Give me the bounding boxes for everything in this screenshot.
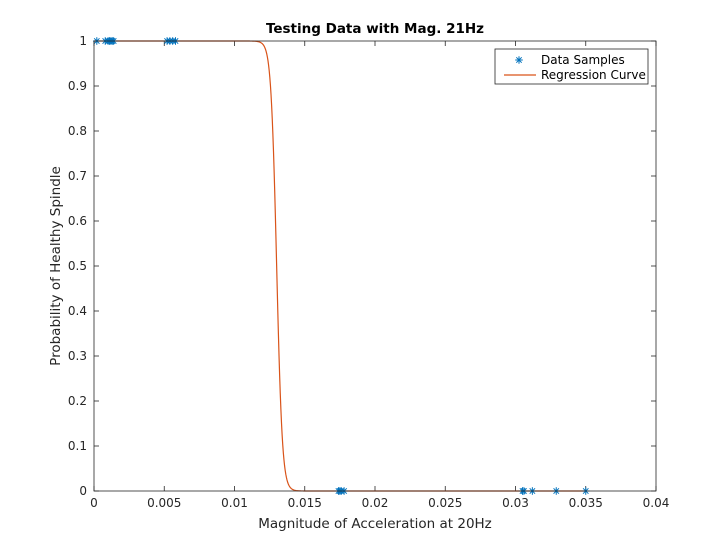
plot-area	[94, 41, 656, 491]
y-tick-label: 0.8	[68, 124, 87, 138]
axis-ticks: 0 0.005 0.01 0.015 0.02 0.025 0.03 0.035 0.04 0 0.…	[68, 34, 669, 510]
x-tick-label: 0.01	[221, 496, 248, 510]
legend-asterisk	[515, 56, 523, 64]
x-tick-label: 0.035	[569, 496, 603, 510]
y-tick-label: 0.7	[68, 169, 87, 183]
x-axis-label: Magnitude of Acceleration at 20Hz	[258, 516, 492, 532]
legend-asterisk-marker	[515, 56, 523, 64]
x-tick-label: 0.005	[147, 496, 181, 510]
x-tick-label: 0.015	[288, 496, 322, 510]
x-tick-label: 0.025	[428, 496, 462, 510]
y-tick-label: 0.6	[68, 214, 87, 228]
y-tick-label: 0.5	[68, 259, 87, 273]
y-tick-label: 0.1	[68, 439, 87, 453]
x-tick-label: 0.04	[643, 496, 670, 510]
y-tick-label: 0.3	[68, 349, 87, 363]
legend: Data Samples Regression Curve	[494, 48, 649, 85]
y-tick-label: 0.2	[68, 394, 87, 408]
y-tick-label: 0.9	[68, 79, 87, 93]
y-tick-label: 1	[79, 34, 87, 48]
chart-title: Testing Data with Mag. 21Hz	[266, 21, 484, 37]
plot-frame	[93, 40, 657, 492]
legend-entry-data-samples: Data Samples	[541, 53, 625, 67]
y-axis-label: Probability of Healthy Spindle	[48, 166, 64, 366]
y-tick-label: 0	[79, 484, 87, 498]
y-tick-label: 0.4	[68, 304, 87, 318]
x-tick-label: 0.03	[502, 496, 529, 510]
legend-box	[494, 48, 649, 85]
x-tick-label: 0.02	[362, 496, 389, 510]
legend-entry-regression-curve: Regression Curve	[541, 68, 646, 82]
x-tick-label: 0	[90, 496, 98, 510]
